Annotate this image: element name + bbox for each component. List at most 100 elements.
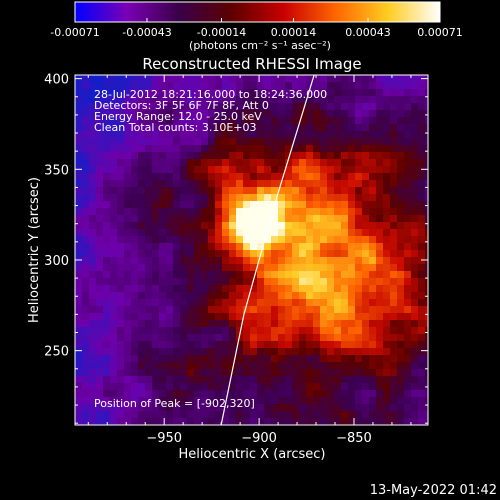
heatmap-cell — [138, 376, 146, 384]
heatmap-cell — [166, 89, 174, 97]
heatmap-cell — [341, 257, 349, 265]
heatmap-cell — [362, 75, 370, 83]
heatmap-cell — [383, 404, 391, 412]
heatmap-cell — [334, 243, 342, 251]
heatmap-cell — [187, 180, 195, 188]
heatmap-cell — [369, 404, 377, 412]
heatmap-cell — [369, 306, 377, 314]
heatmap-cell — [75, 390, 83, 398]
heatmap-cell — [341, 320, 349, 328]
heatmap-cell — [222, 313, 230, 321]
heatmap-cell — [173, 327, 181, 335]
heatmap-cell — [313, 271, 321, 279]
heatmap-cell — [75, 96, 83, 104]
heatmap-cell — [145, 306, 153, 314]
heatmap-cell — [285, 215, 293, 223]
heatmap-cell — [159, 320, 167, 328]
heatmap-cell — [166, 376, 174, 384]
heatmap-cell — [257, 334, 265, 342]
heatmap-cell — [243, 187, 251, 195]
heatmap-cell — [173, 82, 181, 90]
heatmap-cell — [187, 236, 195, 244]
heatmap-cell — [425, 208, 428, 216]
heatmap-cell — [173, 348, 181, 356]
heatmap-cell — [404, 341, 412, 349]
heatmap-cell — [425, 418, 428, 425]
heatmap-cell — [369, 383, 377, 391]
heatmap-cell — [404, 376, 412, 384]
heatmap-cell — [376, 173, 384, 181]
heatmap-cell — [404, 236, 412, 244]
heatmap-cell — [159, 250, 167, 258]
heatmap-cell — [215, 306, 223, 314]
heatmap-cell — [229, 390, 237, 398]
heatmap-cell — [159, 138, 167, 146]
heatmap-cell — [124, 180, 132, 188]
heatmap-cell — [390, 348, 398, 356]
heatmap-cell — [418, 229, 426, 237]
heatmap-cell — [96, 383, 104, 391]
heatmap-cell — [264, 145, 272, 153]
heatmap-cell — [194, 117, 202, 125]
heatmap-cell — [285, 236, 293, 244]
heatmap-cell — [250, 397, 258, 405]
heatmap-cell — [222, 110, 230, 118]
heatmap-cell — [320, 166, 328, 174]
heatmap-cell — [103, 208, 111, 216]
heatmap-cell — [166, 362, 174, 370]
heatmap-cell — [152, 292, 160, 300]
heatmap-cell — [369, 131, 377, 139]
heatmap-cell — [194, 243, 202, 251]
heatmap-cell — [222, 299, 230, 307]
heatmap-cell — [320, 208, 328, 216]
heatmap-cell — [96, 194, 104, 202]
heatmap-cell — [180, 306, 188, 314]
heatmap-cell — [320, 334, 328, 342]
heatmap-cell — [82, 327, 90, 335]
heatmap-cell — [404, 397, 412, 405]
heatmap-cell — [306, 75, 314, 83]
heatmap-cell — [292, 369, 300, 377]
heatmap-cell — [236, 187, 244, 195]
heatmap-cell — [306, 404, 314, 412]
heatmap-cell — [75, 208, 83, 216]
heatmap-cell — [89, 264, 97, 272]
heatmap-cell — [138, 82, 146, 90]
heatmap-cell — [334, 75, 342, 83]
heatmap-cell — [362, 145, 370, 153]
heatmap-cell — [138, 173, 146, 181]
heatmap-cell — [383, 334, 391, 342]
heatmap-cell — [201, 411, 209, 419]
heatmap-cell — [201, 355, 209, 363]
heatmap-cell — [341, 187, 349, 195]
heatmap-cell — [362, 285, 370, 293]
heatmap-cell — [222, 271, 230, 279]
heatmap-cell — [236, 390, 244, 398]
heatmap-cell — [96, 103, 104, 111]
heatmap-cell — [96, 390, 104, 398]
heatmap-cell — [355, 201, 363, 209]
heatmap-cell — [320, 257, 328, 265]
heatmap-cell — [250, 313, 258, 321]
heatmap-cell — [257, 117, 265, 125]
heatmap-cell — [278, 173, 286, 181]
heatmap-cell — [166, 75, 174, 83]
heatmap-cell — [96, 418, 104, 425]
heatmap-cell — [103, 327, 111, 335]
heatmap-cell — [362, 166, 370, 174]
heatmap-cell — [376, 264, 384, 272]
heatmap-cell — [250, 89, 258, 97]
heatmap-cell — [418, 348, 426, 356]
heatmap-cell — [383, 145, 391, 153]
heatmap-cell — [348, 103, 356, 111]
heatmap-cell — [180, 201, 188, 209]
heatmap-cell — [166, 194, 174, 202]
heatmap-cell — [82, 152, 90, 160]
heatmap-cell — [390, 250, 398, 258]
heatmap-cell — [124, 313, 132, 321]
heatmap-cell — [425, 152, 428, 160]
heatmap-cell — [159, 362, 167, 370]
heatmap-cell — [229, 152, 237, 160]
heatmap-cell — [208, 159, 216, 167]
heatmap-cell — [369, 278, 377, 286]
